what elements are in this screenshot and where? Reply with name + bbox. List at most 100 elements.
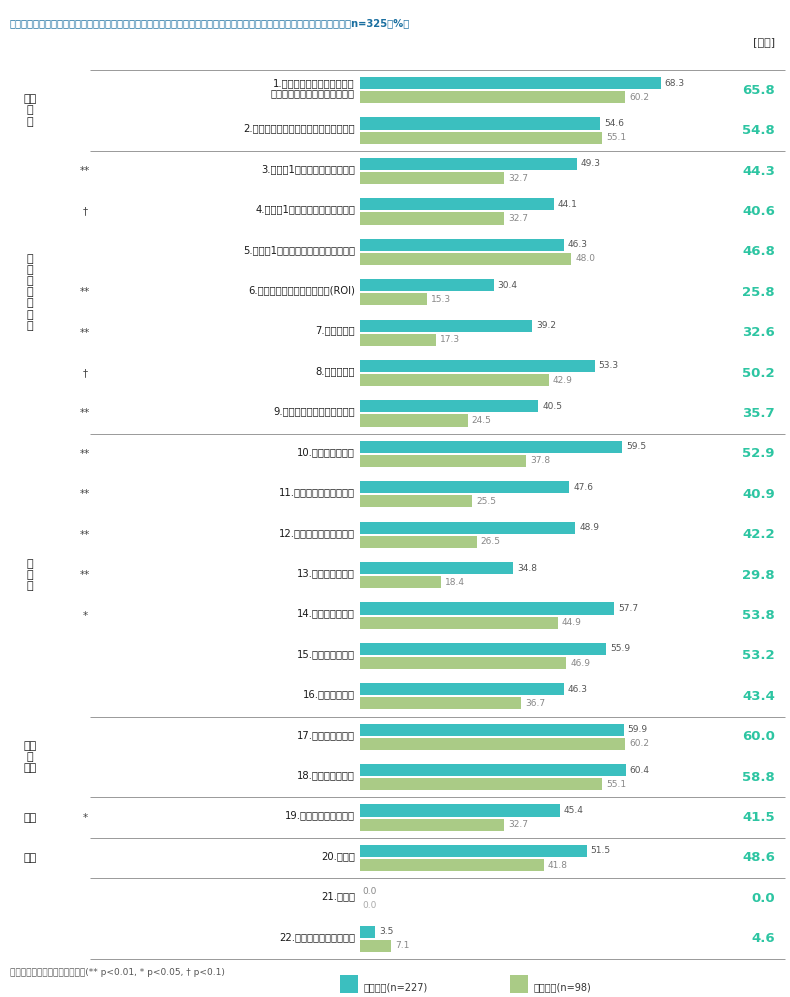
Text: 13.男女間賃金格差: 13.男女間賃金格差 bbox=[297, 568, 355, 578]
Bar bbox=[360, 738, 625, 750]
Text: **: ** bbox=[80, 166, 90, 176]
Bar bbox=[360, 455, 526, 467]
Text: 43.4: 43.4 bbox=[742, 690, 775, 703]
Text: 60.0: 60.0 bbox=[742, 730, 775, 743]
Bar bbox=[360, 132, 603, 144]
Text: **: ** bbox=[80, 328, 90, 338]
Text: 0.0: 0.0 bbox=[362, 886, 376, 896]
Text: 32.7: 32.7 bbox=[508, 173, 528, 182]
Text: 健康
・
安全: 健康 ・ 安全 bbox=[24, 741, 36, 773]
Text: 48.0: 48.0 bbox=[575, 254, 595, 263]
Text: **: ** bbox=[80, 570, 90, 580]
Text: 8.総額人件費: 8.総額人件費 bbox=[315, 366, 355, 376]
Text: **: ** bbox=[80, 490, 90, 499]
Text: 35.7: 35.7 bbox=[743, 407, 775, 420]
Text: 34.8: 34.8 bbox=[517, 563, 537, 572]
Text: 32.6: 32.6 bbox=[743, 326, 775, 339]
Text: 離職: 離職 bbox=[24, 853, 36, 863]
Text: 39.2: 39.2 bbox=[536, 321, 556, 330]
Text: 40.9: 40.9 bbox=[743, 488, 775, 500]
Text: 46.3: 46.3 bbox=[568, 240, 588, 249]
Text: 32.7: 32.7 bbox=[508, 821, 528, 830]
Text: 7.労働分配率: 7.労働分配率 bbox=[315, 326, 355, 336]
Bar bbox=[360, 859, 544, 871]
Bar bbox=[360, 602, 614, 614]
Text: **: ** bbox=[80, 287, 90, 297]
Text: 48.9: 48.9 bbox=[579, 523, 599, 532]
Text: 37.8: 37.8 bbox=[530, 457, 551, 466]
Text: 50.2: 50.2 bbox=[743, 367, 775, 380]
Text: 60.4: 60.4 bbox=[630, 766, 649, 775]
Text: 51.5: 51.5 bbox=[591, 846, 611, 855]
Text: 47.6: 47.6 bbox=[574, 483, 593, 492]
Text: 68.3: 68.3 bbox=[664, 79, 685, 88]
Bar bbox=[360, 697, 521, 710]
Bar bbox=[360, 415, 468, 427]
Text: 21.その他: 21.その他 bbox=[321, 891, 355, 901]
Bar bbox=[360, 212, 504, 224]
Bar bbox=[360, 91, 625, 104]
Text: 働き
が
い: 働き が い bbox=[24, 94, 36, 127]
Text: 統計的に有意差のある項目に印(** p<0.01, * p<0.05, † p<0.1): 統計的に有意差のある項目に印(** p<0.01, * p<0.05, † p<… bbox=[10, 968, 225, 977]
Text: 部門人事(n=98): 部門人事(n=98) bbox=[534, 982, 592, 992]
Bar bbox=[360, 482, 570, 494]
Text: **: ** bbox=[80, 409, 90, 419]
Text: 29.8: 29.8 bbox=[743, 568, 775, 581]
Text: 9.同業他社に対する給与水準: 9.同業他社に対する給与水準 bbox=[273, 407, 355, 417]
Text: 44.3: 44.3 bbox=[742, 165, 775, 177]
Bar bbox=[360, 521, 575, 533]
Bar bbox=[360, 724, 623, 736]
Bar bbox=[360, 360, 595, 372]
Text: 25.8: 25.8 bbox=[743, 286, 775, 299]
Bar bbox=[360, 940, 391, 952]
Text: 54.8: 54.8 bbox=[743, 124, 775, 138]
Text: 32.7: 32.7 bbox=[508, 214, 528, 223]
Bar bbox=[360, 253, 571, 265]
Bar bbox=[360, 683, 564, 695]
Text: 53.8: 53.8 bbox=[743, 609, 775, 622]
Text: 採用: 採用 bbox=[24, 813, 36, 823]
Bar bbox=[360, 764, 626, 776]
Bar bbox=[360, 279, 494, 291]
Text: 44.1: 44.1 bbox=[558, 199, 578, 208]
Text: 60.2: 60.2 bbox=[629, 93, 649, 102]
Text: 4.6: 4.6 bbox=[751, 932, 775, 945]
Text: 11.女性の育児休業取得率: 11.女性の育児休業取得率 bbox=[279, 488, 355, 498]
Text: 14.社員の年齢構成: 14.社員の年齢構成 bbox=[297, 608, 355, 618]
Text: 24.5: 24.5 bbox=[472, 416, 491, 425]
Bar bbox=[360, 496, 472, 507]
Text: 41.5: 41.5 bbox=[743, 812, 775, 825]
Bar bbox=[360, 401, 538, 413]
Text: 57.7: 57.7 bbox=[618, 604, 638, 613]
Text: **: ** bbox=[80, 529, 90, 539]
Text: 4.従業員1人当たりの教育研修時間: 4.従業員1人当たりの教育研修時間 bbox=[255, 204, 355, 214]
Text: 16.中途採用比率: 16.中途採用比率 bbox=[303, 689, 355, 699]
Bar bbox=[360, 925, 375, 938]
Bar bbox=[360, 198, 554, 210]
Text: 1.従業員エンゲージメント・
従業員満足度・コミットメント: 1.従業員エンゲージメント・ 従業員満足度・コミットメント bbox=[271, 78, 355, 99]
Bar bbox=[340, 975, 358, 993]
Text: 17.時間外労働時間: 17.時間外労働時間 bbox=[297, 730, 355, 740]
Bar bbox=[360, 374, 549, 386]
Text: 54.6: 54.6 bbox=[604, 119, 624, 128]
Text: 44.9: 44.9 bbox=[562, 618, 581, 627]
Text: 36.7: 36.7 bbox=[525, 699, 546, 708]
Text: †: † bbox=[82, 368, 88, 378]
Bar bbox=[360, 643, 606, 655]
Bar bbox=[360, 334, 436, 346]
Text: 22.あてはまるものはない: 22.あてはまるものはない bbox=[279, 932, 355, 942]
Bar bbox=[360, 172, 504, 184]
Text: 40.6: 40.6 bbox=[742, 205, 775, 218]
Text: 7.1: 7.1 bbox=[395, 941, 409, 950]
Text: *: * bbox=[82, 813, 88, 823]
Text: 41.8: 41.8 bbox=[548, 860, 568, 869]
Text: 15.社員の平均年齢: 15.社員の平均年齢 bbox=[297, 649, 355, 659]
Bar bbox=[360, 319, 532, 332]
Text: 59.9: 59.9 bbox=[627, 725, 648, 734]
Bar bbox=[360, 238, 564, 251]
Text: 53.2: 53.2 bbox=[743, 649, 775, 662]
Bar bbox=[360, 844, 587, 857]
Bar bbox=[510, 975, 528, 993]
Bar bbox=[360, 293, 427, 305]
Text: 40.5: 40.5 bbox=[542, 402, 562, 411]
